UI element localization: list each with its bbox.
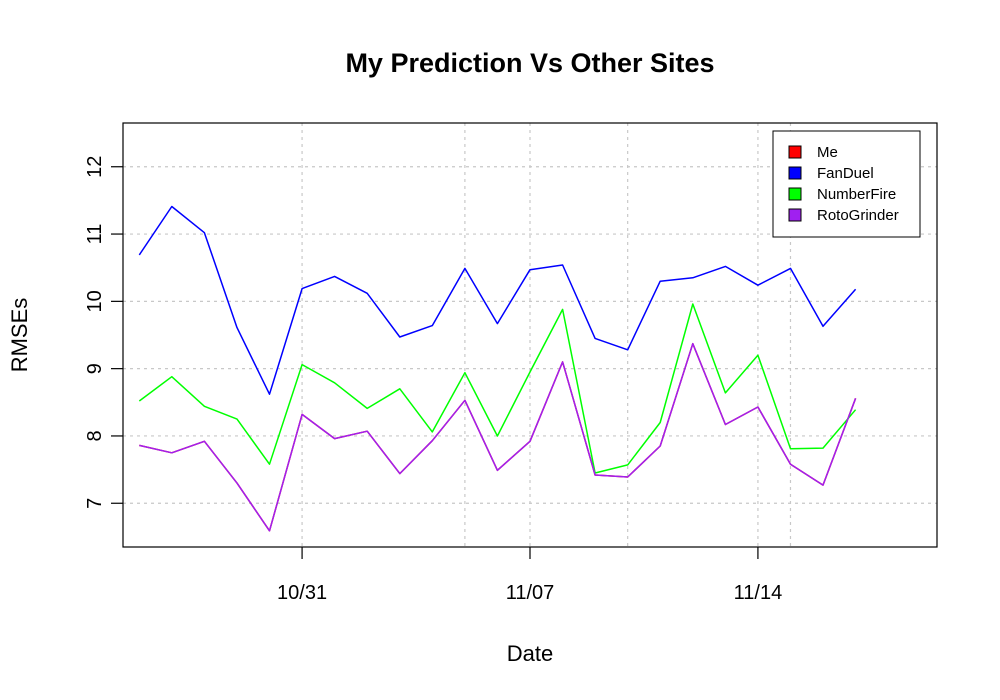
y-tick-label: 11: [84, 224, 106, 245]
y-tick-label: 10: [84, 290, 106, 312]
y-axis-label: RMSEs: [7, 298, 32, 373]
series-lines: [138, 205, 857, 532]
legend-swatch-me: [788, 145, 802, 159]
x-axis: 10/31 11/07 11/14: [277, 547, 782, 604]
grid-lines: [123, 123, 937, 547]
series-line-numberfire: [138, 303, 857, 474]
y-tick-label: 12: [84, 156, 106, 178]
legend-swatch-rotogrinder: [788, 208, 802, 222]
series-line-fanduel: [138, 205, 857, 395]
legend-label-me: Me: [817, 144, 838, 161]
x-axis-label: Date: [507, 641, 553, 666]
y-tick-label: 7: [84, 498, 106, 509]
legend-swatch-numberfire: [788, 187, 802, 201]
x-tick-label: 10/31: [277, 582, 327, 604]
x-tick-label: 11/14: [734, 582, 783, 604]
x-tick-label: 11/07: [506, 582, 555, 604]
y-axis: 7 8 9 10 11 12: [84, 156, 123, 509]
legend-label-numberfire: NumberFire: [817, 186, 896, 203]
legend-swatch-fanduel: [788, 166, 802, 180]
series-line-rotogrinder: [139, 342, 857, 532]
y-tick-label: 8: [84, 430, 106, 441]
legend-label-rotogrinder: RotoGrinder: [817, 207, 899, 224]
legend: Me FanDuel NumberFire RotoGrinder: [772, 130, 921, 238]
chart-title: My Prediction Vs Other Sites: [345, 48, 714, 78]
legend-label-fanduel: FanDuel: [817, 165, 874, 182]
y-tick-label: 9: [84, 363, 106, 374]
